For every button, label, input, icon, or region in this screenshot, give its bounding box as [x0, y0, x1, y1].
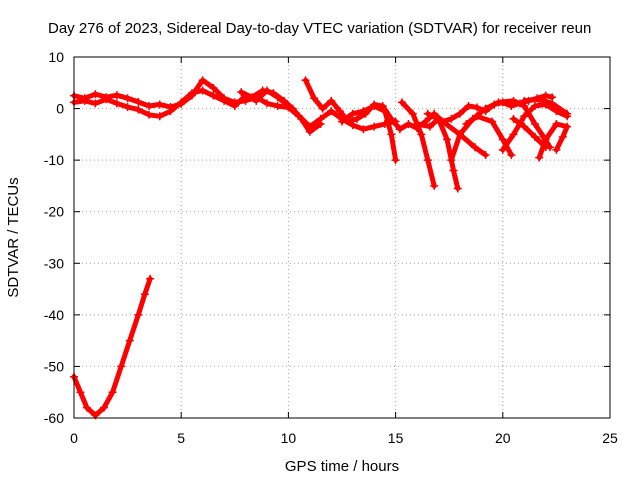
y-tick-label: -20 — [44, 204, 64, 220]
x-tick-label: 20 — [495, 430, 511, 446]
y-tick-label: 0 — [56, 101, 64, 117]
y-tick-label: -60 — [44, 410, 64, 426]
x-tick-label: 10 — [281, 430, 297, 446]
y-tick-label: 10 — [48, 49, 64, 65]
x-tick-label: 15 — [388, 430, 404, 446]
chart-title: Day 276 of 2023, Sidereal Day-to-day VTE… — [48, 20, 591, 37]
x-tick-label: 5 — [177, 430, 185, 446]
x-tick-label: 25 — [602, 430, 618, 446]
y-tick-label: -10 — [44, 152, 64, 168]
y-tick-label: -50 — [44, 358, 64, 374]
y-axis-label: SDTVAR / TECUs — [5, 177, 22, 297]
x-axis-label: GPS time / hours — [285, 458, 399, 475]
x-tick-label: 0 — [70, 430, 78, 446]
series-layer — [70, 76, 571, 419]
y-tick-label: -40 — [44, 307, 64, 323]
y-tick-label: -30 — [44, 255, 64, 271]
sdtvar-chart: Day 276 of 2023, Sidereal Day-to-day VTE… — [0, 0, 640, 480]
